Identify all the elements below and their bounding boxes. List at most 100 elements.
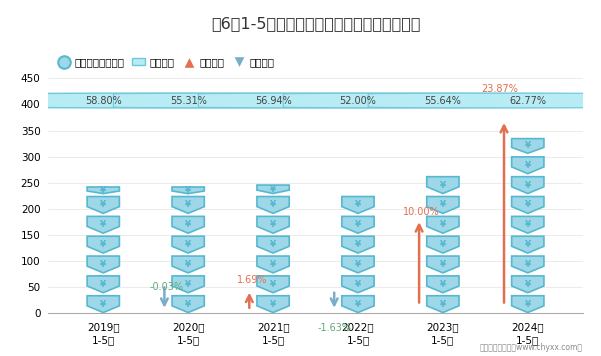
Text: 制图：智研咨询（www.chyxx.com）: 制图：智研咨询（www.chyxx.com） [480,344,583,352]
Text: ¥: ¥ [185,186,191,195]
Text: ¥: ¥ [355,280,361,289]
Text: ¥: ¥ [270,185,276,194]
Text: ¥: ¥ [440,220,446,229]
Text: ¥: ¥ [525,240,531,249]
PathPatch shape [257,256,289,273]
PathPatch shape [172,216,204,233]
Text: ¥: ¥ [525,260,531,269]
PathPatch shape [511,157,544,174]
FancyBboxPatch shape [283,93,601,108]
Text: ¥: ¥ [100,280,106,289]
Text: ¥: ¥ [525,180,531,190]
PathPatch shape [172,276,204,293]
PathPatch shape [511,197,544,213]
Text: ¥: ¥ [355,300,361,309]
Text: ¥: ¥ [525,280,531,289]
Text: 10.00%: 10.00% [403,207,440,217]
Text: -0.03%: -0.03% [150,282,184,292]
Text: ¥: ¥ [355,220,361,229]
PathPatch shape [342,197,374,213]
PathPatch shape [511,276,544,293]
Text: ¥: ¥ [440,260,446,269]
PathPatch shape [257,216,289,233]
Text: ¥: ¥ [185,300,191,309]
Text: ¥: ¥ [355,200,361,209]
Text: 56.94%: 56.94% [255,95,291,105]
Text: ¥: ¥ [100,240,106,249]
Text: ¥: ¥ [525,300,531,309]
Text: ¥: ¥ [185,280,191,289]
PathPatch shape [172,256,204,273]
Text: 1.69%: 1.69% [237,274,267,284]
Text: ¥: ¥ [355,260,361,269]
PathPatch shape [257,236,289,253]
PathPatch shape [427,197,459,213]
PathPatch shape [427,276,459,293]
PathPatch shape [257,185,289,194]
Text: ¥: ¥ [525,141,531,151]
PathPatch shape [257,276,289,293]
PathPatch shape [511,236,544,253]
Text: ¥: ¥ [100,260,106,269]
PathPatch shape [511,256,544,273]
Text: ¥: ¥ [185,220,191,229]
PathPatch shape [87,256,120,273]
PathPatch shape [87,187,120,194]
PathPatch shape [511,216,544,233]
Text: 62.77%: 62.77% [509,95,546,105]
PathPatch shape [342,216,374,233]
Text: ¥: ¥ [525,200,531,209]
Text: ¥: ¥ [270,240,276,249]
Text: ¥: ¥ [440,280,446,289]
PathPatch shape [257,296,289,313]
Text: 23.87%: 23.87% [481,84,518,94]
PathPatch shape [511,296,544,313]
Text: ¥: ¥ [270,200,276,209]
PathPatch shape [342,276,374,293]
Text: 58.80%: 58.80% [85,95,121,105]
Text: ¥: ¥ [100,186,106,195]
PathPatch shape [172,296,204,313]
PathPatch shape [172,236,204,253]
PathPatch shape [342,256,374,273]
PathPatch shape [427,296,459,313]
PathPatch shape [342,296,374,313]
Text: ¥: ¥ [270,260,276,269]
PathPatch shape [427,216,459,233]
PathPatch shape [172,187,204,194]
PathPatch shape [87,296,120,313]
PathPatch shape [87,236,120,253]
PathPatch shape [257,197,289,213]
Text: ¥: ¥ [270,280,276,289]
PathPatch shape [87,197,120,213]
Text: ¥: ¥ [525,220,531,229]
FancyBboxPatch shape [114,93,433,108]
Text: ¥: ¥ [270,220,276,229]
PathPatch shape [172,197,204,213]
Legend: 累计保费（亿元）, 寿险占比, 同比增加, 同比减少: 累计保费（亿元）, 寿险占比, 同比增加, 同比减少 [53,53,278,71]
Text: ¥: ¥ [270,300,276,309]
Text: ¥: ¥ [440,300,446,309]
FancyBboxPatch shape [198,93,517,108]
Text: ¥: ¥ [440,240,446,249]
Text: ¥: ¥ [185,260,191,269]
PathPatch shape [511,138,544,153]
Text: 55.64%: 55.64% [424,95,462,105]
Text: ¥: ¥ [100,300,106,309]
Text: ¥: ¥ [440,200,446,209]
PathPatch shape [87,216,120,233]
FancyBboxPatch shape [368,93,601,108]
PathPatch shape [342,236,374,253]
Text: 55.31%: 55.31% [169,95,207,105]
PathPatch shape [87,276,120,293]
Text: ¥: ¥ [525,161,531,170]
Text: ¥: ¥ [100,200,106,209]
Text: 52.00%: 52.00% [340,95,376,105]
PathPatch shape [427,256,459,273]
Text: ¥: ¥ [100,220,106,229]
Text: -1.63%: -1.63% [317,323,351,333]
PathPatch shape [427,236,459,253]
Text: ¥: ¥ [440,180,446,190]
FancyBboxPatch shape [29,93,348,108]
Text: ¥: ¥ [185,200,191,209]
